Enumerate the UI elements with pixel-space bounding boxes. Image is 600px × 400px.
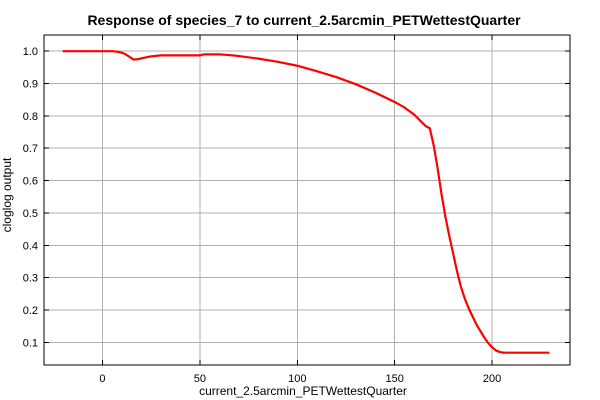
data-point [218,53,221,56]
x-tick-label: 50 [194,373,206,385]
data-point [159,54,162,57]
data-point [117,50,119,53]
data-point [82,50,84,53]
data-point [471,315,474,318]
response-curve-line [62,50,550,354]
chart-title: Response of species_7 to current_2.5arcm… [87,12,521,28]
data-point [296,64,299,67]
data-point [257,57,260,60]
data-point [436,166,439,169]
data-point [101,50,104,53]
data-point [124,53,127,56]
y-tick-label: 0.4 [23,240,38,252]
data-point [448,234,451,237]
grid-layer [44,35,570,365]
data-point [228,54,230,56]
data-point [463,297,466,300]
data-point [475,323,478,326]
data-point [202,53,205,56]
data-point [432,144,435,146]
y-tick-label: 0.5 [23,208,38,220]
data-point [150,55,153,58]
y-tick-label: 0.7 [23,143,38,155]
data-point [495,349,497,352]
data-point [483,336,486,339]
axes-layer: 0 50 100 150 200 0.1 0.2 0.3 0.4 0.5 0.6 0.7 0.8 0.9 1… [23,34,571,385]
data-point [419,119,421,122]
y-axis-label: cloglog output [0,157,14,232]
data-point [403,106,406,109]
y-tick-label: 0.2 [23,305,38,317]
data-point [547,351,550,354]
data-point [208,53,211,56]
data-point [424,125,427,128]
data-point [276,60,279,63]
data-point [315,70,318,73]
data-point [510,351,513,354]
data-point [456,270,458,273]
y-tick-label: 0.8 [23,111,38,123]
x-tick-label: 200 [483,373,501,385]
data-point [530,351,532,354]
x-tick-label: 150 [385,373,403,385]
data-point [440,192,443,195]
y-tick-label: 0.3 [23,273,38,285]
data-point [452,252,455,255]
data-point [520,351,523,354]
data-point [502,351,505,354]
data-point [128,56,131,58]
data-point [393,101,396,103]
x-tick-label: 100 [288,373,306,385]
data-point [413,113,416,116]
data-point [140,57,143,60]
data-point [111,50,114,53]
data-point [198,54,201,57]
plot-layer [62,50,550,354]
data-point [237,55,240,57]
data-point [374,91,377,94]
data-point [335,76,338,78]
y-tick-label: 0.9 [23,79,38,91]
y-tick-label: 0.1 [23,337,38,349]
data-point [498,351,501,353]
data-point [479,330,482,332]
data-point [62,50,65,53]
data-point [487,342,490,344]
plot-frame [43,34,571,366]
data-point [179,54,182,57]
data-point [428,127,431,130]
data-point [467,307,470,310]
y-tick-label: 1.0 [23,46,38,58]
data-point [132,58,135,61]
data-point [491,346,493,349]
data-point [136,58,139,61]
y-tick-label: 0.6 [23,176,38,188]
data-point [460,285,462,288]
data-point [354,83,357,86]
data-point [444,215,447,218]
x-tick-label: 0 [99,373,105,385]
data-point [121,51,123,54]
data-point [506,351,509,354]
x-axis-label: current_2.5arcmin_PETWettestQuarter [199,384,407,398]
